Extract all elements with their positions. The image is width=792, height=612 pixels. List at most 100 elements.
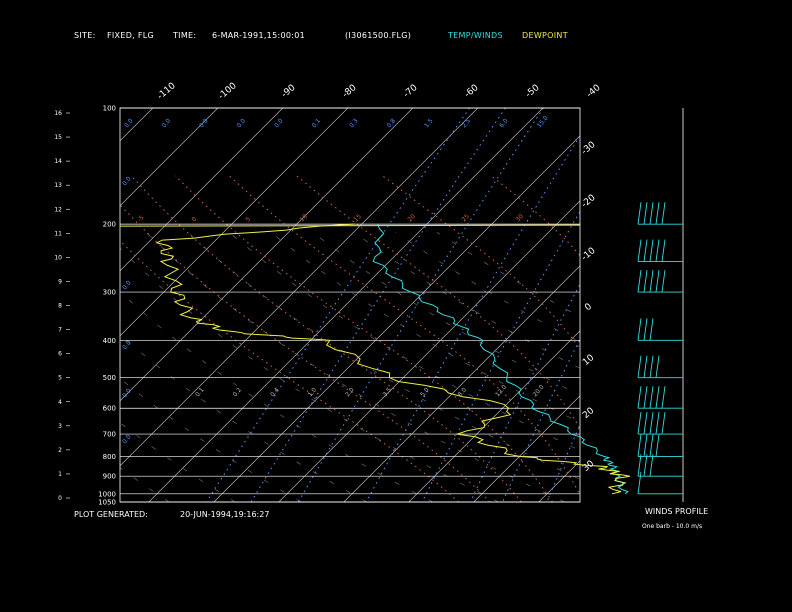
- isotherm-label-right: -20: [580, 193, 598, 210]
- wind-barb-flag: [643, 454, 648, 477]
- height-tick-label: 7: [58, 327, 62, 334]
- dry-adiabat-line: [120, 247, 499, 502]
- mixing-ratio-label: 0.1: [311, 117, 323, 129]
- wind-barb-flag: [661, 202, 666, 225]
- wind-barb-flag: [643, 411, 648, 435]
- dewpoint-profile: [155, 223, 630, 495]
- isotherm-line: [473, 395, 580, 502]
- wind-barb-flag: [649, 386, 654, 409]
- wind-barb-flag: [643, 386, 648, 409]
- wind-barb-flag: [649, 355, 654, 378]
- mixing-ratio-label: 20.0: [532, 383, 546, 398]
- mixing-ratio-label: 15.0: [536, 114, 550, 129]
- moist-adiabat-label: 10: [298, 213, 308, 223]
- dry-adiabat-line: [436, 232, 580, 317]
- dewpoint-top-segment: [119, 224, 581, 227]
- isotherm-line: [669, 108, 792, 502]
- time-value: 6-MAR-1991,15:00:01: [212, 31, 306, 40]
- wind-barb-flag: [649, 202, 654, 225]
- wind-barb-flag: [661, 239, 666, 262]
- wind-barb: [637, 434, 683, 457]
- dry-adiabat-line: [0, 232, 103, 502]
- isotherm-line: [604, 108, 792, 502]
- height-tick-label: 0: [58, 495, 62, 502]
- wind-barb-flag: [655, 239, 660, 262]
- mixing-ratio-label: 0.0: [121, 279, 133, 291]
- isotherm-label-right: 30: [581, 459, 596, 474]
- mixing-ratio-label: 0.3: [348, 117, 360, 129]
- wind-barb-flag: [637, 471, 642, 494]
- wind-barb: [637, 471, 683, 495]
- mixing-ratio-label: 0.1: [194, 386, 206, 398]
- mixing-ratio-line: [469, 283, 580, 502]
- height-tick-label: 10: [54, 254, 62, 261]
- mixing-ratio-label: 8.0: [457, 386, 469, 398]
- isotherm-line: [278, 200, 580, 502]
- mixing-ratio-label: 1.5: [423, 117, 435, 129]
- wind-barb: [637, 355, 683, 379]
- wind-barb-flag: [649, 434, 654, 457]
- isotherm-line: [408, 330, 580, 502]
- legend-dewpoint: DEWPOINT: [522, 31, 568, 40]
- mixing-ratio-label: 3.5: [382, 386, 394, 398]
- wind-barb-flag: [637, 355, 642, 378]
- dry-adiabat-line: [270, 232, 580, 423]
- wind-barb-flag: [661, 411, 666, 435]
- wind-barb: [637, 386, 683, 409]
- mixing-ratio-label: 2.0: [344, 386, 356, 398]
- height-tick-label: 3: [58, 423, 62, 430]
- mixing-ratio-line: [421, 210, 580, 502]
- pressure-label: 900: [103, 473, 116, 481]
- legend-temp: TEMP/WINDS: [448, 31, 503, 40]
- moist-adiabat-label: -5: [136, 214, 145, 223]
- mixing-ratio-label: 0.0: [121, 339, 133, 351]
- isotherm-line: [120, 108, 479, 467]
- dry-adiabat-line: [120, 467, 170, 502]
- mixing-ratio-label: 0.0: [273, 117, 285, 129]
- plot-frame: [119, 107, 581, 503]
- moist-adiabat-label: 5: [244, 216, 252, 224]
- height-tick-label: 8: [58, 303, 62, 310]
- wind-barb: [637, 202, 683, 225]
- mixing-ratio-label: 0.0: [123, 117, 135, 129]
- dry-adiabat-line: [228, 232, 580, 451]
- mixing-ratio-line: [206, 108, 471, 502]
- wind-barb-flag: [649, 411, 654, 435]
- wind-barb-flag: [637, 318, 642, 341]
- mixing-ratio-line: [546, 423, 580, 502]
- dry-adiabat-line: [120, 378, 302, 502]
- wind-barb-flag: [643, 434, 648, 457]
- isotherm-label-top: -50: [524, 83, 542, 100]
- winds-profile-title: WINDS PROFILE: [645, 507, 709, 516]
- wind-barb-flag: [649, 239, 654, 262]
- mixing-ratio-label: 0.0: [236, 117, 248, 129]
- mixing-ratio-label: 0.2: [232, 386, 244, 398]
- isotherm-line: [120, 108, 349, 337]
- site-label: SITE:: [74, 31, 96, 40]
- height-tick-label: 13: [54, 182, 62, 189]
- mixing-ratio-label: 2.5: [461, 117, 473, 129]
- wind-barb-flag: [637, 411, 642, 435]
- height-tick-label: 5: [58, 375, 62, 382]
- wind-barb-flag: [655, 270, 660, 293]
- time-label: TIME:: [173, 31, 197, 40]
- pressure-label: 500: [103, 374, 116, 382]
- isotherm-label-right: 0: [583, 302, 594, 314]
- wind-barb-flag: [643, 270, 648, 293]
- wind-barb-flag: [655, 411, 660, 435]
- mixing-ratio-label: 0.0: [161, 117, 173, 129]
- mixing-ratio-label: 0.4: [269, 386, 281, 398]
- plot-generated-label: PLOT GENERATED:: [74, 510, 148, 519]
- pressure-label: 700: [103, 431, 116, 439]
- wind-barb: [637, 454, 683, 477]
- moist-adiabat-label: 15: [352, 213, 362, 223]
- mixing-ratio-label: 0.0: [121, 175, 133, 187]
- pressure-label: 1050: [98, 499, 116, 507]
- moist-adiabat-line: [120, 204, 491, 502]
- plot-area: [0, 108, 792, 502]
- wind-barb: [637, 270, 683, 293]
- isotherm-line: [120, 108, 284, 272]
- wind-barb-flag: [655, 434, 660, 457]
- wind-barb: [637, 411, 683, 435]
